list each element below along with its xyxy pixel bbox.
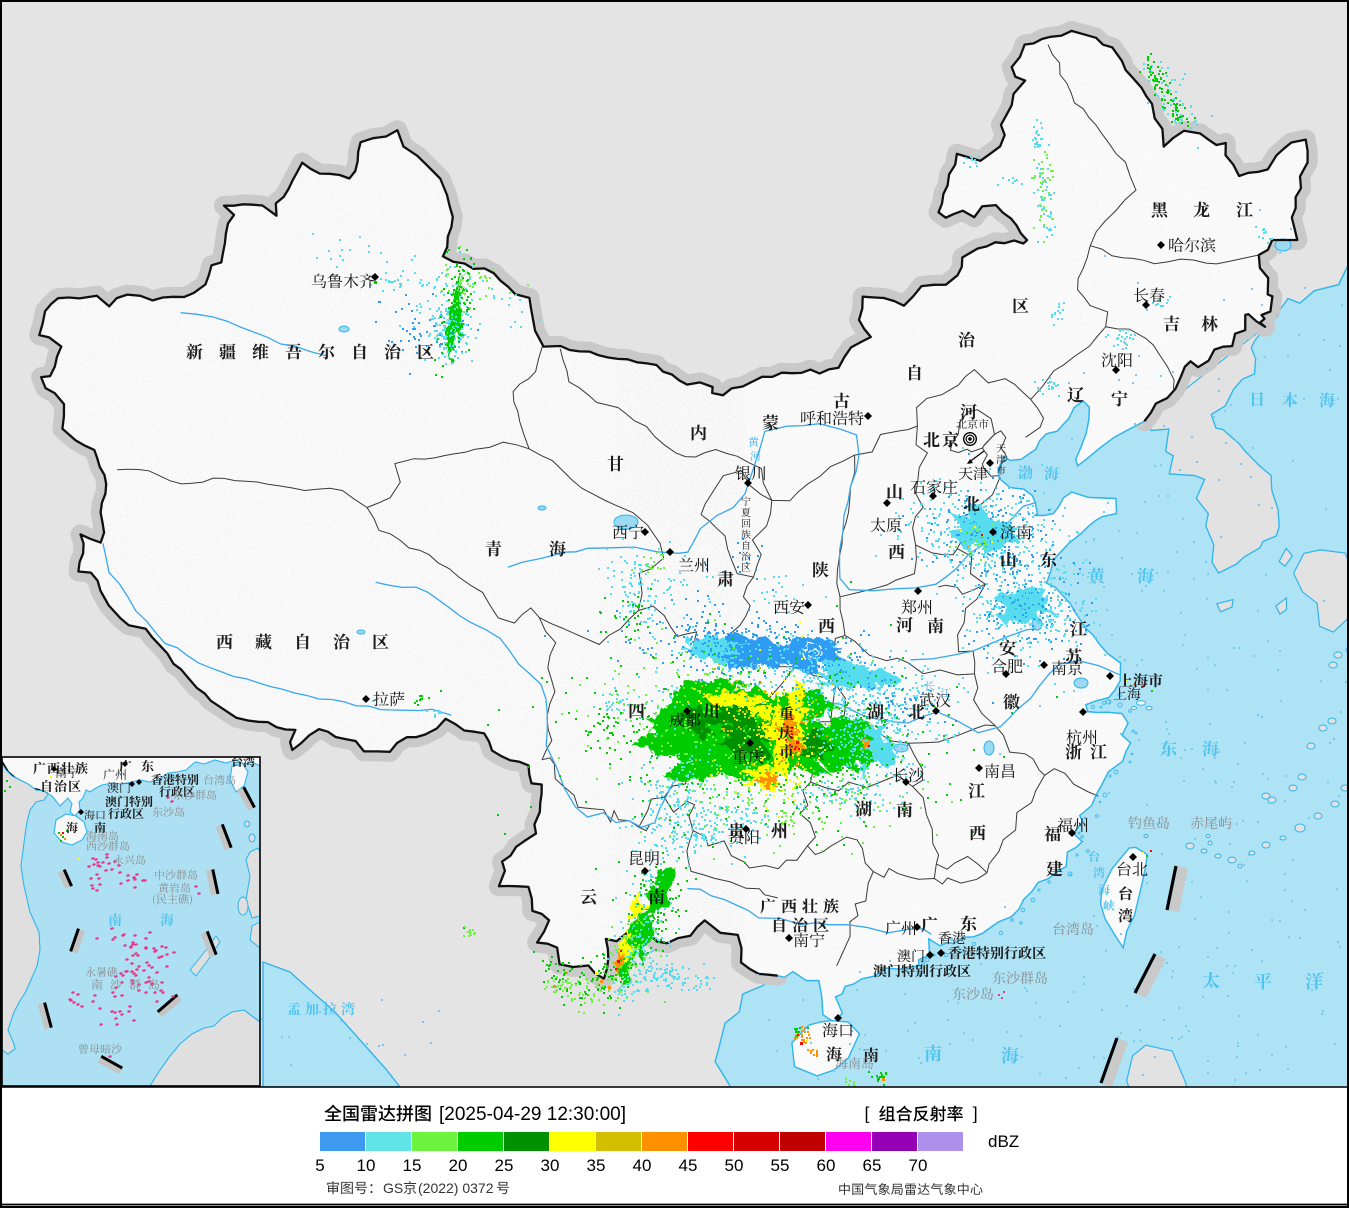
svg-text:20: 20	[449, 1156, 468, 1175]
svg-text:GS: GS	[383, 1180, 403, 1196]
svg-text:35: 35	[587, 1156, 606, 1175]
svg-text:45: 45	[679, 1156, 698, 1175]
svg-text:70: 70	[909, 1156, 928, 1175]
svg-text:65: 65	[863, 1156, 882, 1175]
svg-text:60: 60	[817, 1156, 836, 1175]
svg-text:dBZ: dBZ	[988, 1132, 1019, 1151]
svg-text:30: 30	[541, 1156, 560, 1175]
svg-text:15: 15	[403, 1156, 422, 1175]
svg-text:40: 40	[633, 1156, 652, 1175]
svg-text:10: 10	[357, 1156, 376, 1175]
svg-text:[2025-04-29 12:30:00]: [2025-04-29 12:30:00]	[439, 1104, 626, 1125]
svg-text:5: 5	[315, 1156, 324, 1175]
svg-text:(2022) 0372: (2022) 0372	[418, 1180, 494, 1196]
svg-text:55: 55	[771, 1156, 790, 1175]
svg-text:50: 50	[725, 1156, 744, 1175]
svg-text:25: 25	[495, 1156, 514, 1175]
